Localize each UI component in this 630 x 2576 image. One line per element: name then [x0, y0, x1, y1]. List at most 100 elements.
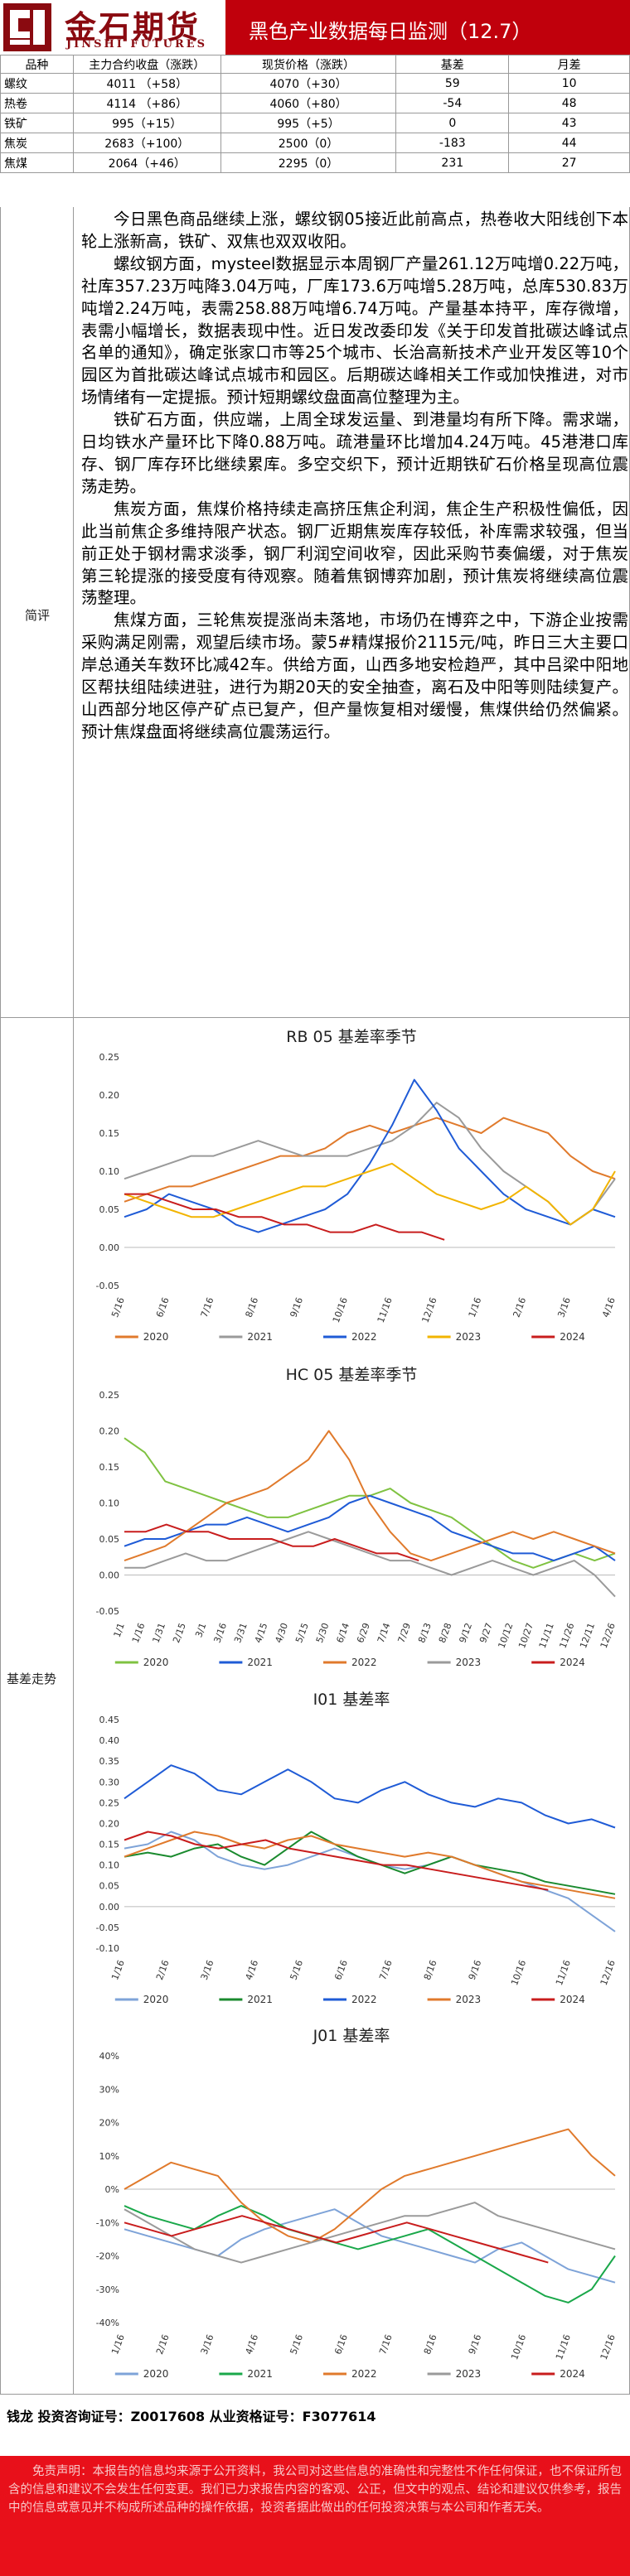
- x-tick-label: 2/16: [154, 2333, 172, 2357]
- series-line-2022: [124, 1430, 616, 1562]
- legend-label: 2021: [247, 1994, 273, 2005]
- table-cell: 4060（+80）: [220, 93, 397, 113]
- table-cell: -183: [395, 133, 510, 153]
- legend-label: 2023: [456, 1994, 482, 2005]
- y-tick-label: 0.05: [99, 1881, 120, 1892]
- x-tick-label: 10/12: [496, 1622, 515, 1650]
- series-line-2023: [124, 1531, 616, 1598]
- table-cell: 27: [508, 152, 630, 173]
- x-tick-label: 12/11: [578, 1622, 597, 1650]
- chart-svg: HC 05 基差率季节 0.25 0.20 0.15 0.10 0.05 0.00 -0.05…: [96, 1366, 618, 1668]
- x-tick-label: 7/16: [377, 1959, 395, 1982]
- series-line-2023: [124, 1831, 616, 1899]
- y-tick-label: 0%: [105, 2184, 119, 2195]
- series-line-2024: [124, 1193, 445, 1241]
- y-tick-label: 0.20: [99, 1818, 120, 1829]
- logo-english-name: JINSHI FUTURES: [66, 38, 208, 51]
- column-header: 品种: [0, 55, 74, 74]
- commentary-label: 简评: [25, 608, 51, 623]
- x-tick-label: 11/16: [554, 2333, 573, 2361]
- basis-trend-label: 基差走势: [7, 1672, 57, 1686]
- x-tick-label: 3/16: [199, 2333, 216, 2357]
- y-tick-label: 0.30: [99, 1777, 120, 1787]
- divider: [73, 207, 74, 2394]
- y-tick-label: 20%: [99, 2118, 119, 2129]
- legend-label: 2022: [351, 2368, 377, 2380]
- legend-label: 2021: [247, 1331, 273, 1343]
- x-tick-label: 7/29: [395, 1622, 413, 1645]
- commentary-paragraph: 铁矿石方面，供应端，上周全球发运量、到港量均有所下降。需求端，日均铁水产量环比下…: [81, 410, 628, 496]
- y-tick-label: 0.15: [99, 1462, 120, 1473]
- x-tick-label: 9/16: [467, 1959, 484, 1982]
- chart-title: J01 基差率: [313, 2027, 390, 2045]
- x-tick-label: 9/27: [477, 1622, 495, 1645]
- x-tick-label: 12/16: [598, 1959, 618, 1987]
- x-tick-label: 6/16: [332, 2333, 350, 2357]
- table-cell: 2683（+100）: [72, 133, 221, 153]
- x-tick-label: 2/15: [171, 1622, 188, 1645]
- x-tick-label: 1/1: [112, 1622, 127, 1639]
- y-tick-label: 0.10: [99, 1860, 120, 1871]
- commentary-paragraph: 焦煤方面，三轮焦炭提涨尚未落地，市场仍在博弈之中，下游企业按需采购满足刚需，观望…: [81, 610, 628, 741]
- x-tick-label: 10/16: [509, 1959, 528, 1987]
- y-tick-label: 0.00: [99, 1242, 120, 1253]
- x-tick-label: 7/14: [376, 1622, 393, 1645]
- legend-label: 2023: [456, 2368, 482, 2380]
- x-tick-label: 10/16: [509, 2333, 528, 2361]
- table-cell: 43: [508, 113, 630, 133]
- x-tick-label: 1/16: [130, 1622, 148, 1645]
- x-tick-label: 8/28: [437, 1622, 454, 1645]
- series-line-2021: [124, 1494, 616, 1562]
- legend-label: 2020: [143, 1331, 169, 1343]
- legend-label: 2022: [351, 1657, 377, 1668]
- y-tick-label: -0.05: [96, 1606, 119, 1617]
- y-tick-label: -0.05: [96, 1922, 119, 1933]
- chart-svg: I01 基差率 0.45 0.40 0.35 0.30 0.25 0.20 0.15 0.10 0…: [96, 1691, 618, 2005]
- chart-svg: J01 基差率 40% 30% 20% 10% 0% -10% -20% -30% -40% 1/1…: [96, 2027, 618, 2380]
- column-header: 基差: [395, 55, 510, 74]
- y-tick-label: -40%: [96, 2318, 119, 2328]
- series-line-2022: [124, 2128, 616, 2244]
- series-line-2020: [124, 1831, 616, 1932]
- x-tick-label: 1/31: [150, 1622, 167, 1645]
- table-cell: 4114 （+86）: [72, 93, 221, 113]
- x-tick-label: 12/16: [598, 2333, 618, 2361]
- series-line-2024: [124, 1831, 549, 1891]
- x-tick-label: 1/16: [109, 1959, 127, 1982]
- y-tick-label: 0.20: [99, 1090, 120, 1101]
- legend-label: 2024: [560, 1657, 585, 1668]
- table-row: 铁矿 995（+15） 995（+5） 0 43: [0, 113, 630, 133]
- jinshi-logo-icon: [3, 3, 51, 51]
- x-tick-label: 5/16: [109, 1296, 127, 1319]
- x-tick-label: 1/16: [109, 2333, 127, 2357]
- commentary-paragraph: 焦炭方面，焦煤价格持续走高挤压焦企利润，焦企生产积极性偏低，因此当前焦企多维持限…: [81, 499, 628, 608]
- column-header: 主力合约收盘（涨跌）: [72, 55, 221, 74]
- x-tick-label: 9/16: [467, 2333, 484, 2357]
- y-tick-label: 0.40: [99, 1735, 120, 1746]
- x-tick-label: 11/16: [554, 1959, 573, 1987]
- commentary-text: 今日黑色商品继续上涨，螺纹钢05接近此前高点，热卷收大阳线创下本轮上涨新高，铁矿…: [81, 209, 628, 744]
- rb05-basis-chart: RB 05 基差率季节 0.25 0.20 0.15 0.10 0.05 0.00 -0.05…: [75, 1020, 628, 1352]
- report-header: 金石期货 JINSHI FUTURES 黑色产业数据每日监测（12.7）: [0, 0, 630, 55]
- table-cell: 0: [395, 113, 510, 133]
- series-line-2021: [124, 2205, 616, 2303]
- table-row: 螺纹 4011 （+58） 4070（+30） 59 10: [0, 73, 630, 94]
- x-tick-label: 5/16: [288, 1959, 305, 1982]
- x-tick-label: 4/15: [253, 1622, 270, 1645]
- price-table-header: 品种 主力合约收盘（涨跌） 现货价格（涨跌） 基差 月差: [0, 55, 630, 74]
- table-cell: 铁矿: [0, 113, 74, 133]
- y-tick-label: -0.05: [96, 1281, 119, 1291]
- x-tick-label: 7/16: [377, 2333, 395, 2357]
- x-tick-label: 8/13: [416, 1622, 434, 1645]
- table-cell: 10: [508, 73, 630, 94]
- chart-svg: RB 05 基差率季节 0.25 0.20 0.15 0.10 0.05 0.00 -0.05…: [96, 1028, 618, 1343]
- price-table: 品种 主力合约收盘（涨跌） 现货价格（涨跌） 基差 月差 螺纹 4011 （+5…: [0, 55, 630, 173]
- table-cell: 48: [508, 93, 630, 113]
- x-tick-label: 11/11: [537, 1622, 556, 1650]
- legend-label: 2024: [560, 1331, 585, 1343]
- legend-label: 2020: [143, 2368, 169, 2380]
- y-tick-label: 40%: [99, 2051, 119, 2062]
- series-line-2023: [124, 2202, 616, 2264]
- table-cell: 热卷: [0, 93, 74, 113]
- x-tick-label: 3/16: [211, 1622, 229, 1645]
